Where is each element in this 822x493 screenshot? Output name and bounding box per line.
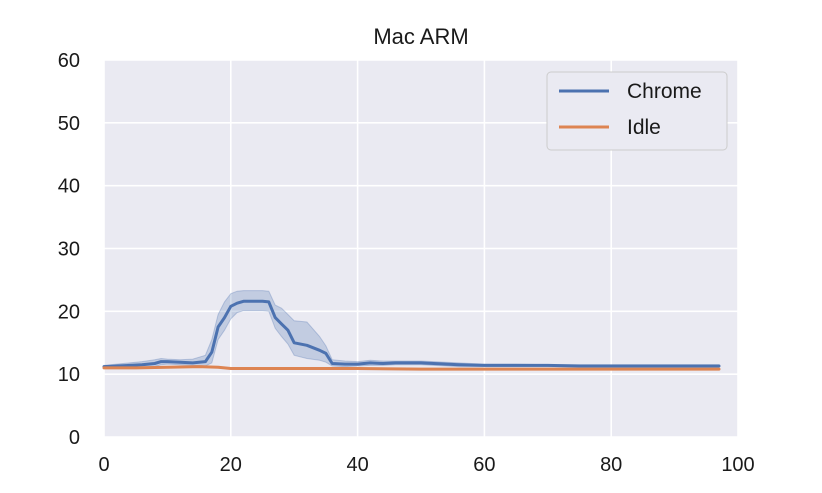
legend: Chrome Idle (546, 71, 728, 151)
grid (103, 59, 739, 438)
chart-title: Mac ARM (373, 24, 468, 49)
chrome-line (102, 299, 721, 369)
idle-line (102, 365, 721, 371)
x-tick-label: 0 (98, 454, 109, 476)
x-tick-label: 100 (721, 454, 754, 476)
legend-label-idle: Idle (627, 116, 661, 139)
y-tick-label: 10 (58, 364, 80, 386)
legend-label-chrome: Chrome (627, 80, 702, 103)
x-tick-label: 40 (346, 454, 368, 476)
y-tick-label: 30 (58, 239, 80, 261)
x-tick-label: 20 (220, 454, 242, 476)
x-axis-ticks: 0 20 40 60 80 100 (98, 454, 754, 476)
x-tick-label: 80 (600, 454, 622, 476)
y-tick-label: 40 (58, 176, 80, 198)
y-tick-label: 60 (58, 50, 80, 72)
y-tick-label: 50 (58, 113, 80, 135)
y-tick-label: 0 (69, 427, 80, 449)
series-lines (102, 299, 721, 371)
x-tick-label: 60 (473, 454, 495, 476)
y-axis-ticks: 0 10 20 30 40 50 60 (58, 50, 80, 449)
y-tick-label: 20 (58, 301, 80, 323)
